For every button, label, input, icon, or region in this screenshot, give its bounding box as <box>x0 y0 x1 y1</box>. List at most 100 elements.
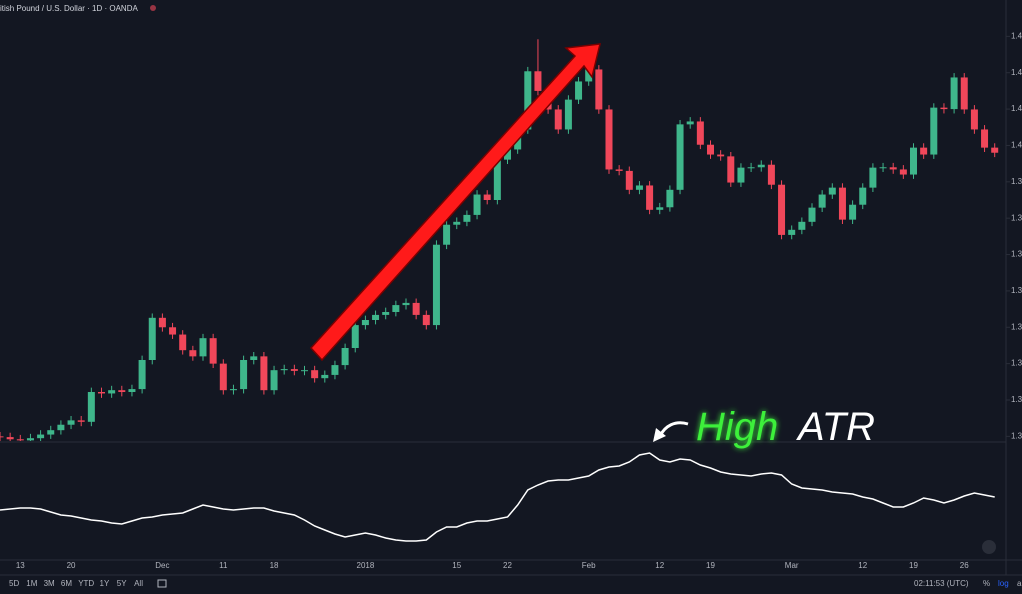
candle-body <box>361 320 369 326</box>
candle-body <box>849 204 857 220</box>
x-tick-label: 11 <box>219 561 228 570</box>
x-tick-label: 19 <box>706 561 715 570</box>
candle-body <box>564 99 572 130</box>
candle-body <box>524 71 532 130</box>
x-tick-label: 13 <box>16 561 25 570</box>
candle-body <box>605 109 613 170</box>
candle-body <box>879 167 887 169</box>
y-tick-label: 1.40 <box>1011 141 1022 150</box>
auto-toggle[interactable]: a <box>1017 579 1022 588</box>
candle-body <box>798 221 806 230</box>
candle-body <box>453 221 461 225</box>
range-button[interactable]: 5D <box>9 579 19 588</box>
candle-body <box>250 356 258 360</box>
annotation-atr: ATR <box>796 405 875 449</box>
candle-body <box>0 436 4 438</box>
x-tick-label: 19 <box>909 561 918 570</box>
candle-body <box>473 194 481 215</box>
y-tick-label: 1.38 <box>1011 213 1022 222</box>
candle-body <box>747 167 755 169</box>
candle-body <box>321 374 329 379</box>
candle-body <box>727 156 735 183</box>
symbol-title: itish Pound / U.S. Dollar · 1D · OANDA <box>0 4 138 13</box>
y-tick-label: 1.42 <box>1011 68 1022 77</box>
candle-body <box>504 149 511 160</box>
log-toggle[interactable]: log <box>998 579 1009 588</box>
candle-body <box>656 207 664 210</box>
candle-body <box>615 169 623 171</box>
x-tick-label: Mar <box>785 561 799 570</box>
candle-body <box>382 312 390 315</box>
candle-body <box>676 124 684 190</box>
candle-body <box>625 170 633 190</box>
candle-body <box>260 356 268 391</box>
range-button[interactable]: YTD <box>78 579 94 588</box>
candle-body <box>128 389 136 392</box>
candle-body <box>47 430 55 435</box>
candle-body <box>311 370 319 379</box>
candle-body <box>696 121 704 145</box>
x-tick-label: 18 <box>270 561 279 570</box>
status-dot <box>150 5 156 11</box>
scroll-button[interactable] <box>982 540 996 554</box>
candle-body <box>372 314 380 320</box>
candle-body <box>331 365 339 375</box>
candle-body <box>87 392 95 422</box>
candle-body <box>575 81 583 100</box>
candle-body <box>828 187 836 195</box>
x-tick-label: 22 <box>503 561 512 570</box>
candle-body <box>148 317 156 360</box>
y-tick-label: 1.32 <box>1011 431 1022 440</box>
candle-body <box>595 69 603 110</box>
candle-body <box>666 189 674 208</box>
candle-body <box>98 392 105 394</box>
candle-body <box>554 109 562 130</box>
range-button[interactable]: 1Y <box>100 579 110 588</box>
trend-arrow <box>309 43 601 362</box>
candle-body <box>158 317 166 328</box>
x-tick-label: 15 <box>452 561 461 570</box>
percent-toggle[interactable]: % <box>983 579 990 588</box>
candle-body <box>757 164 765 168</box>
candle-body <box>838 187 846 220</box>
candle-body <box>970 109 978 130</box>
candle-body <box>118 390 126 392</box>
range-button[interactable]: 5Y <box>117 579 127 588</box>
y-tick-label: 1.41 <box>1011 104 1022 113</box>
range-button[interactable]: 3M <box>44 579 55 588</box>
candle-body <box>646 185 654 210</box>
candle-body <box>920 147 928 155</box>
candle-body <box>635 185 643 190</box>
candle-body <box>37 434 45 439</box>
candle-body <box>422 314 430 326</box>
candle-body <box>77 420 85 422</box>
candle-body <box>392 305 400 312</box>
candle-body <box>534 71 542 91</box>
y-tick-label: 1.33 <box>1011 395 1022 404</box>
x-tick-label: 20 <box>67 561 76 570</box>
candle-body <box>686 121 694 125</box>
candle-body <box>189 350 197 357</box>
candle-body <box>940 107 948 110</box>
candle-body <box>412 302 420 315</box>
x-tick-label: 26 <box>960 561 969 570</box>
candle-body <box>767 164 775 185</box>
candle-body <box>737 167 745 183</box>
candle-body <box>199 338 207 357</box>
candle-body <box>991 147 999 153</box>
candle-body <box>6 437 14 440</box>
x-tick-label: 12 <box>655 561 664 570</box>
y-tick-label: 1.39 <box>1011 177 1022 186</box>
pointer-arrow-head <box>653 428 666 442</box>
range-button[interactable]: 1M <box>26 579 37 588</box>
candle-body <box>889 167 897 170</box>
range-button[interactable]: 6M <box>61 579 72 588</box>
candle-body <box>280 369 288 371</box>
range-button[interactable]: All <box>134 579 143 588</box>
y-tick-label: 1.37 <box>1011 250 1022 259</box>
candle-body <box>179 334 187 351</box>
candle-body <box>585 69 593 82</box>
candle-body <box>443 224 451 245</box>
candle-body <box>493 159 501 200</box>
